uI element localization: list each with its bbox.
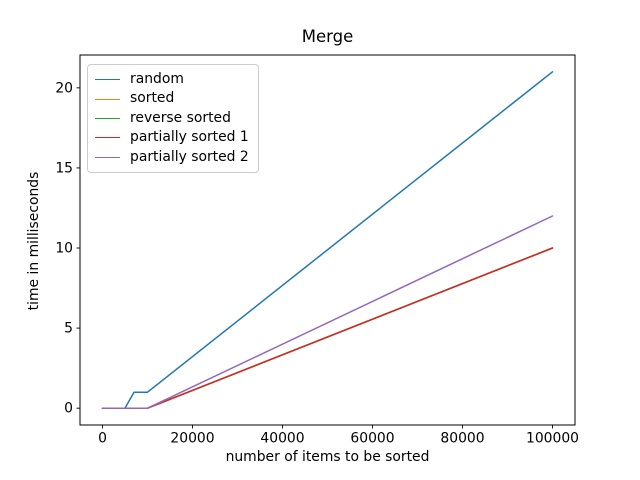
legend-line-swatch <box>95 98 120 100</box>
legend: random sorted reverse sorted partially sort… <box>87 64 259 173</box>
legend-item-partially-sorted-2: partially sorted 2 <box>95 148 249 167</box>
legend-item-sorted: sorted <box>95 89 249 108</box>
x-tick-label: 80000 <box>440 431 484 447</box>
chart-title: Merge <box>301 27 354 46</box>
legend-item-partially-sorted-1: partially sorted 1 <box>95 128 249 147</box>
series-lines <box>101 71 554 409</box>
series-line-sorted <box>101 247 554 409</box>
series-line-reverse-sorted <box>101 247 554 409</box>
x-axis-label: number of items to be sorted <box>225 449 430 465</box>
legend-label: reverse sorted <box>130 109 231 126</box>
legend-line-swatch <box>95 79 120 81</box>
x-tick-label: 60000 <box>350 431 394 447</box>
legend-item-random: random <box>95 70 249 89</box>
legend-label: sorted <box>130 90 175 107</box>
legend-label: partially sorted 2 <box>130 148 249 165</box>
y-tick-label: 15 <box>55 160 73 176</box>
y-tick-label: 10 <box>55 241 73 257</box>
series-line-partially-sorted-1 <box>101 247 554 409</box>
legend-line-swatch <box>95 156 120 158</box>
x-tick-label: 100000 <box>526 431 579 447</box>
legend-item-reverse-sorted: reverse sorted <box>95 109 249 128</box>
x-tick-label: 0 <box>98 431 107 447</box>
legend-line-swatch <box>95 137 120 139</box>
y-axis-label: time in milliseconds <box>26 171 42 311</box>
y-tick-label: 5 <box>64 321 73 337</box>
legend-line-swatch <box>95 117 120 119</box>
legend-label: random <box>130 71 184 87</box>
y-axis-ticks: 0 5 10 15 20 <box>55 80 80 417</box>
x-tick-label: 20000 <box>170 431 214 447</box>
x-tick-label: 40000 <box>260 431 304 447</box>
axes-frame <box>79 54 576 426</box>
series-line-partially-sorted-2 <box>101 215 554 409</box>
legend-label: partially sorted 1 <box>130 129 249 146</box>
y-tick-label: 20 <box>55 80 73 96</box>
y-tick-label: 0 <box>64 401 73 417</box>
x-axis-ticks: 0 20000 40000 60000 80000 100000 <box>98 425 579 447</box>
